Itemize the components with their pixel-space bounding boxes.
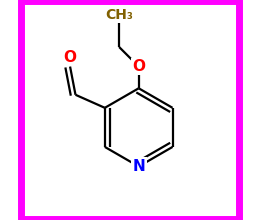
- Text: O: O: [132, 59, 145, 74]
- Text: N: N: [132, 159, 145, 174]
- Text: O: O: [64, 50, 77, 65]
- Text: CH₃: CH₃: [105, 8, 133, 22]
